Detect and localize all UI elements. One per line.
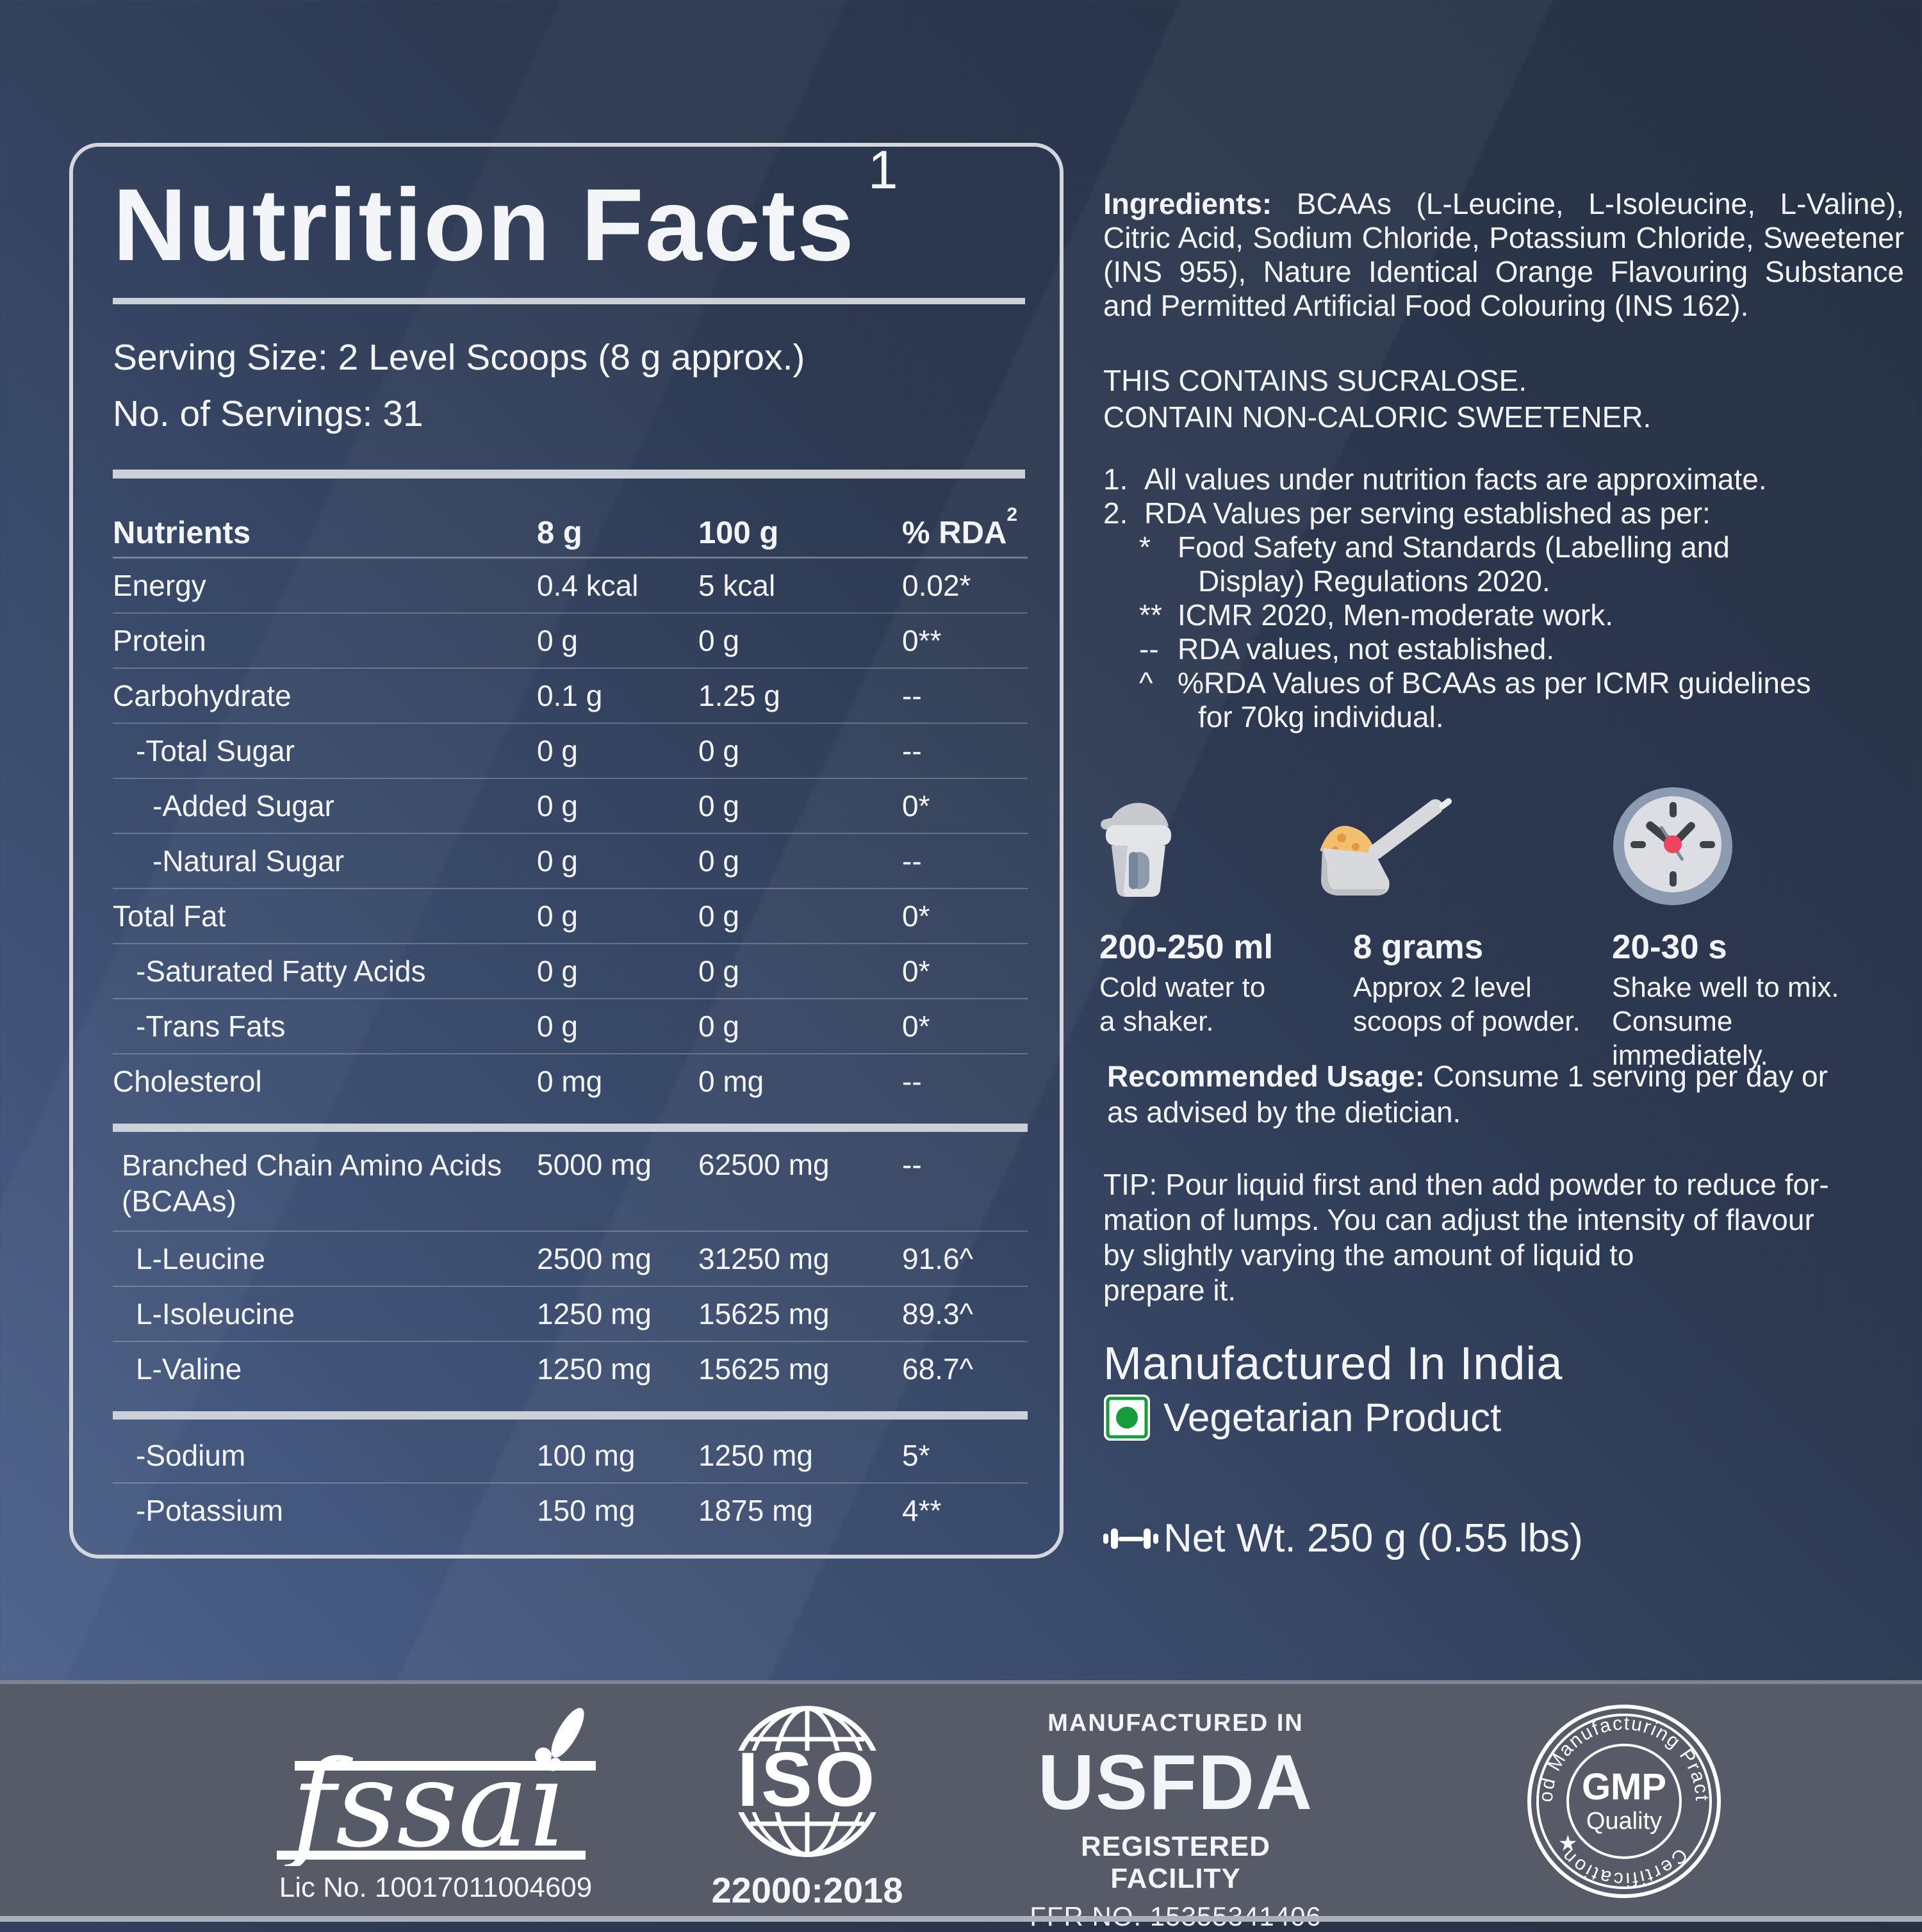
col-header-rda: % RDA2 bbox=[902, 503, 1018, 550]
table-header-row: Nutrients 8 g 100 g % RDA2 bbox=[113, 503, 1028, 559]
step-shake-title: 20-30 s bbox=[1612, 928, 1727, 966]
recommended-usage-label: Recommended Usage: bbox=[1107, 1060, 1425, 1093]
table-body: Energy 0.4 kcal 5 kcal 0.02* Protein 0 g… bbox=[113, 559, 1028, 1537]
scoop-icon bbox=[1320, 787, 1606, 908]
vegetarian-text: Vegetarian Product bbox=[1163, 1395, 1502, 1440]
table-section-divider bbox=[113, 1124, 1028, 1132]
svg-text:Quality: Quality bbox=[1586, 1808, 1662, 1835]
serving-size-text: Serving Size: 2 Level Scoops (8 g approx… bbox=[113, 337, 805, 378]
table-row: -Total Sugar 0 g 0 g -- bbox=[113, 724, 1028, 779]
table-row: -Potassium 150 mg 1875 mg 4** bbox=[136, 1494, 942, 1527]
nutrition-facts-panel: Nutrition Facts 1 Serving Size: 2 Level S… bbox=[69, 139, 1064, 1559]
usfda-ffr-number: FFR NO. 15355341406 bbox=[1030, 1901, 1322, 1932]
table-row: Carbohydrate 0.1 g 1.25 g -- bbox=[113, 669, 1028, 724]
sweetener-notice: CONTAIN NON-CALORIC SWEETENER. bbox=[1103, 400, 1652, 434]
gmp-seal: Good Manufacturing Practice Certificatio… bbox=[1516, 1685, 1723, 1904]
table-row: -Sodium 100 mg 1250 mg 5* bbox=[113, 1429, 1028, 1484]
usfda-registered-facility: REGISTERED FACILITY bbox=[1080, 1831, 1271, 1895]
table-row: Energy 0.4 kcal 5 kcal 0.02* bbox=[113, 559, 1028, 614]
gmp-seal-graphic: Good Manufacturing Practice Certificatio… bbox=[1516, 1685, 1721, 1898]
table-row: Total Fat 0 g 0 g 0* bbox=[113, 889, 1028, 944]
certifications-footer-bar: fssai Lic No. 10017011004609 ISO 22000:2… bbox=[0, 1680, 1922, 1931]
usage-step-water: 200-250 ml Cold water to a shaker. bbox=[1099, 787, 1343, 1038]
col-header-100g: 100 g bbox=[698, 516, 779, 550]
net-weight-row: Net Wt. 250 g (0.55 lbs) bbox=[1103, 1516, 1583, 1561]
allergen-notice: THIS CONTAINS SUCRALOSE. CONTAIN NON-CAL… bbox=[1103, 363, 1651, 436]
ingredients-paragraph: Ingredients: BCAAs (L-Leucine, L-Isoleuc… bbox=[1103, 187, 1904, 322]
tip-text: TIP: Pour liquid first and then add powd… bbox=[1103, 1168, 1829, 1307]
manufactured-in-text: Manufactured In India bbox=[1103, 1338, 1563, 1389]
table-row: -Saturated Fatty Acids 0 g 0 g 0* bbox=[113, 944, 1028, 999]
footnote-line: * Food Safety and Standards (Labelling an… bbox=[1139, 530, 1730, 564]
ingredients-label: Ingredients: bbox=[1103, 187, 1272, 220]
nutrition-facts-title: Nutrition Facts 1 bbox=[113, 139, 899, 282]
step-water-title: 200-250 ml bbox=[1099, 928, 1274, 966]
usage-step-powder: 8 grams Approx 2 level scoops of powder. bbox=[1320, 787, 1606, 1038]
footnotes-list: 1. All values under nutrition facts are a… bbox=[1103, 463, 1916, 734]
usage-step-shake: 20-30 s Shake well to mix. Consume immed… bbox=[1612, 787, 1894, 1072]
usfda-block: MANUFACTURED IN USFDA REGISTERED FACILIT… bbox=[1025, 1710, 1326, 1932]
dumbbell-icon bbox=[1103, 1521, 1163, 1557]
step-powder-title: 8 grams bbox=[1353, 928, 1484, 966]
table-row: L-Leucine 2500 mg 31250 mg 91.6^ bbox=[113, 1232, 1028, 1287]
net-weight-text: Net Wt. 250 g (0.55 lbs) bbox=[1163, 1516, 1583, 1560]
table-row: Cholesterol 0 mg 0 mg -- bbox=[113, 1065, 922, 1098]
table-row: Branched Chain Amino Acids (BCAAs) 5000 m… bbox=[113, 1141, 1028, 1232]
servings-count-text: No. of Servings: 31 bbox=[113, 393, 423, 434]
step-powder-line1: Approx 2 level bbox=[1353, 972, 1532, 1003]
sucralose-notice: THIS CONTAINS SUCRALOSE. bbox=[1103, 364, 1527, 397]
veg-mark-icon bbox=[1103, 1394, 1163, 1441]
nutrients-table: Nutrients 8 g 100 g % RDA2 Energy 0.4 kc… bbox=[113, 503, 1028, 1537]
table-row: L-Valine 1250 mg 15625 mg 68.7^ bbox=[136, 1352, 974, 1386]
footnote-line: for 70kg individual. bbox=[1198, 700, 1444, 733]
fssai-license-text: Lic No. 10017011004609 bbox=[279, 1872, 593, 1903]
footnote-line: 1. All values under nutrition facts are a… bbox=[1103, 463, 1767, 496]
svg-text:fssai: fssai bbox=[284, 1735, 567, 1866]
footnote-line: ^ %RDA Values of BCAAs as per ICMR guidel… bbox=[1139, 666, 1811, 700]
usfda-manufactured-in: MANUFACTURED IN bbox=[1047, 1710, 1304, 1737]
col-header-8g: 8 g bbox=[537, 516, 582, 550]
title-divider bbox=[113, 298, 1025, 304]
footnote-line: ** ICMR 2020, Men-moderate work. bbox=[1139, 598, 1614, 632]
footnote-line: -- RDA values, not established. bbox=[1139, 632, 1555, 666]
gmp-star-icon: ★ bbox=[1558, 1831, 1577, 1856]
clock-icon bbox=[1612, 787, 1894, 908]
table-row: -Natural Sugar 0 g 0 g -- bbox=[113, 834, 1028, 889]
step-water-line2: a shaker. bbox=[1099, 1006, 1214, 1037]
serving-divider bbox=[113, 470, 1025, 479]
step-powder-line2: scoops of powder. bbox=[1353, 1006, 1581, 1037]
svg-text:GMP: GMP bbox=[1582, 1766, 1666, 1808]
iso-cert-text: 22000:2018 bbox=[711, 1870, 903, 1910]
shaker-icon bbox=[1099, 787, 1343, 908]
fssai-logo-graphic: fssai bbox=[277, 1708, 596, 1874]
footnote-line: Display) Regulations 2020. bbox=[1198, 564, 1550, 598]
table-row: L-Isoleucine 1250 mg 15625 mg 89.3^ bbox=[113, 1287, 1028, 1342]
step-shake-line1: Shake well to mix. bbox=[1612, 972, 1839, 1003]
usfda-title: USFDA bbox=[1037, 1739, 1314, 1826]
table-row: Protein 0 g 0 g 0** bbox=[113, 614, 1028, 669]
fssai-logo-block: fssai Lic No. 10017011004609 bbox=[256, 1705, 615, 1904]
col-header-nutrients: Nutrients bbox=[113, 516, 251, 550]
vegetarian-badge-row: Vegetarian Product bbox=[1103, 1394, 1501, 1441]
recommended-usage-text: Recommended Usage: Consume 1 serving per… bbox=[1107, 1060, 1828, 1129]
footnote-line: 2. RDA Values per serving established as … bbox=[1103, 496, 1711, 530]
table-section-divider bbox=[113, 1411, 1028, 1420]
table-row: -Added Sugar 0 g 0 g 0* bbox=[113, 779, 1028, 834]
iso-logo-block: ISO 22000:2018 bbox=[682, 1702, 932, 1911]
iso-globe-icon: ISO bbox=[721, 1706, 893, 1857]
table-row: -Trans Fats 0 g 0 g 0* bbox=[113, 999, 1028, 1054]
step-water-line1: Cold water to bbox=[1099, 972, 1266, 1003]
svg-text:ISO: ISO bbox=[737, 1737, 878, 1822]
step-shake-line2: Consume immediately. bbox=[1612, 1006, 1768, 1071]
title-superscript: 1 bbox=[867, 139, 899, 200]
